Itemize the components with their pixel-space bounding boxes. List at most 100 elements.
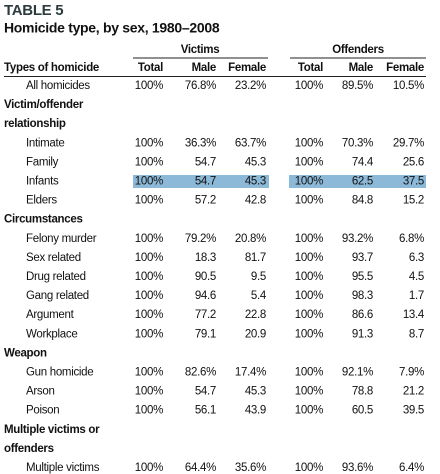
cell: 57.2	[195, 195, 216, 207]
column-header: Types of homicide	[4, 62, 99, 74]
row-label: Arson	[26, 386, 55, 398]
cell: 100%	[295, 462, 323, 474]
cell: 63.7%	[235, 137, 266, 149]
cell: 20.9	[245, 328, 266, 340]
cell: 20.8%	[235, 233, 266, 245]
row-label: Infants	[26, 176, 59, 188]
row-label: Drug related	[26, 271, 86, 283]
row-label: Elders	[26, 195, 57, 207]
row-label: Family	[26, 156, 59, 168]
cell: 95.5	[352, 271, 373, 283]
cell: 100%	[135, 80, 163, 92]
table-label: TABLE 5	[4, 2, 63, 19]
cell: 90.5	[195, 271, 216, 283]
cell: 8.7	[409, 328, 424, 340]
cell: 100%	[295, 367, 323, 379]
section-heading: relationship	[4, 118, 66, 130]
row-label: Intimate	[26, 137, 65, 149]
cell: 100%	[135, 290, 163, 302]
cell: 64.4%	[185, 462, 216, 474]
cell: 100%	[295, 252, 323, 264]
row-label: Poison	[26, 405, 59, 417]
cell: 36.3%	[185, 137, 216, 149]
cell: 37.5	[403, 176, 424, 188]
cell: 100%	[295, 328, 323, 340]
cell: 100%	[135, 328, 163, 340]
cell: 93.2%	[342, 233, 373, 245]
cell: 42.8	[245, 195, 266, 207]
column-header: Total	[138, 62, 163, 74]
cell: 54.7	[195, 176, 216, 188]
row-highlight	[289, 175, 426, 188]
cell: 35.6%	[235, 462, 266, 474]
column-header: Female	[386, 62, 424, 74]
cell: 100%	[135, 195, 163, 207]
cell: 45.3	[245, 176, 266, 188]
cell: 79.2%	[185, 233, 216, 245]
cell: 56.1	[195, 405, 216, 417]
cell: 6.4%	[399, 462, 424, 474]
cell: 100%	[295, 386, 323, 398]
cell: 100%	[135, 156, 163, 168]
cell: 100%	[295, 195, 323, 207]
cell: 93.7	[352, 252, 373, 264]
cell: 18.3	[195, 252, 216, 264]
cell: 100%	[295, 80, 323, 92]
cell: 43.9	[245, 405, 266, 417]
cell: 17.4%	[235, 367, 266, 379]
cell: 77.2	[195, 309, 216, 321]
cell: 100%	[135, 176, 163, 188]
cell: 92.1%	[342, 367, 373, 379]
cell: 62.5	[352, 176, 373, 188]
cell: 100%	[295, 290, 323, 302]
column-header: Total	[298, 62, 323, 74]
row-label: Argument	[26, 309, 75, 321]
cell: 100%	[295, 405, 323, 417]
row-label: Workplace	[26, 328, 77, 340]
row-label: Multiple victims	[26, 462, 100, 474]
cell: 39.5	[403, 405, 424, 417]
cell: 45.3	[245, 386, 266, 398]
cell: 100%	[295, 309, 323, 321]
cell: 70.3%	[342, 137, 373, 149]
cell: 100%	[135, 233, 163, 245]
cell: 45.3	[245, 156, 266, 168]
section-heading: Victim/offender	[4, 99, 84, 111]
cell: 6.3	[409, 252, 424, 264]
cell: 10.5%	[393, 80, 424, 92]
cell: 100%	[295, 137, 323, 149]
cell: 1.7	[409, 290, 424, 302]
cell: 13.4	[403, 309, 425, 321]
cell: 93.6%	[342, 462, 373, 474]
cell: 21.2	[403, 386, 424, 398]
column-header: Male	[192, 62, 216, 74]
cell: 100%	[135, 271, 163, 283]
cell: 79.1	[195, 328, 216, 340]
cell: 54.7	[195, 386, 216, 398]
column-header: Male	[349, 62, 373, 74]
cell: 84.8	[352, 195, 373, 207]
cell: 76.8%	[185, 80, 216, 92]
table-title: Homicide type, by sex, 1980–2008	[4, 20, 220, 36]
cell: 100%	[295, 176, 323, 188]
cell: 86.6	[352, 309, 373, 321]
row-label: Felony murder	[26, 233, 97, 245]
cell: 100%	[295, 156, 323, 168]
cell: 100%	[135, 137, 163, 149]
cell: 15.2	[403, 195, 424, 207]
section-heading: Weapon	[4, 347, 47, 359]
row-label: Gang related	[26, 290, 89, 302]
cell: 78.8	[352, 386, 373, 398]
cell: 54.7	[195, 156, 216, 168]
cell: 4.5	[409, 271, 424, 283]
cell: 6.8%	[399, 233, 424, 245]
cell: 91.3	[352, 328, 373, 340]
row-label: Sex related	[26, 252, 81, 264]
cell: 98.3	[352, 290, 373, 302]
section-heading: Circumstances	[4, 214, 83, 226]
cell: 100%	[135, 252, 163, 264]
cell: 100%	[295, 233, 323, 245]
cell: 100%	[135, 405, 163, 417]
row-highlight	[133, 175, 269, 188]
cell: 100%	[135, 386, 163, 398]
